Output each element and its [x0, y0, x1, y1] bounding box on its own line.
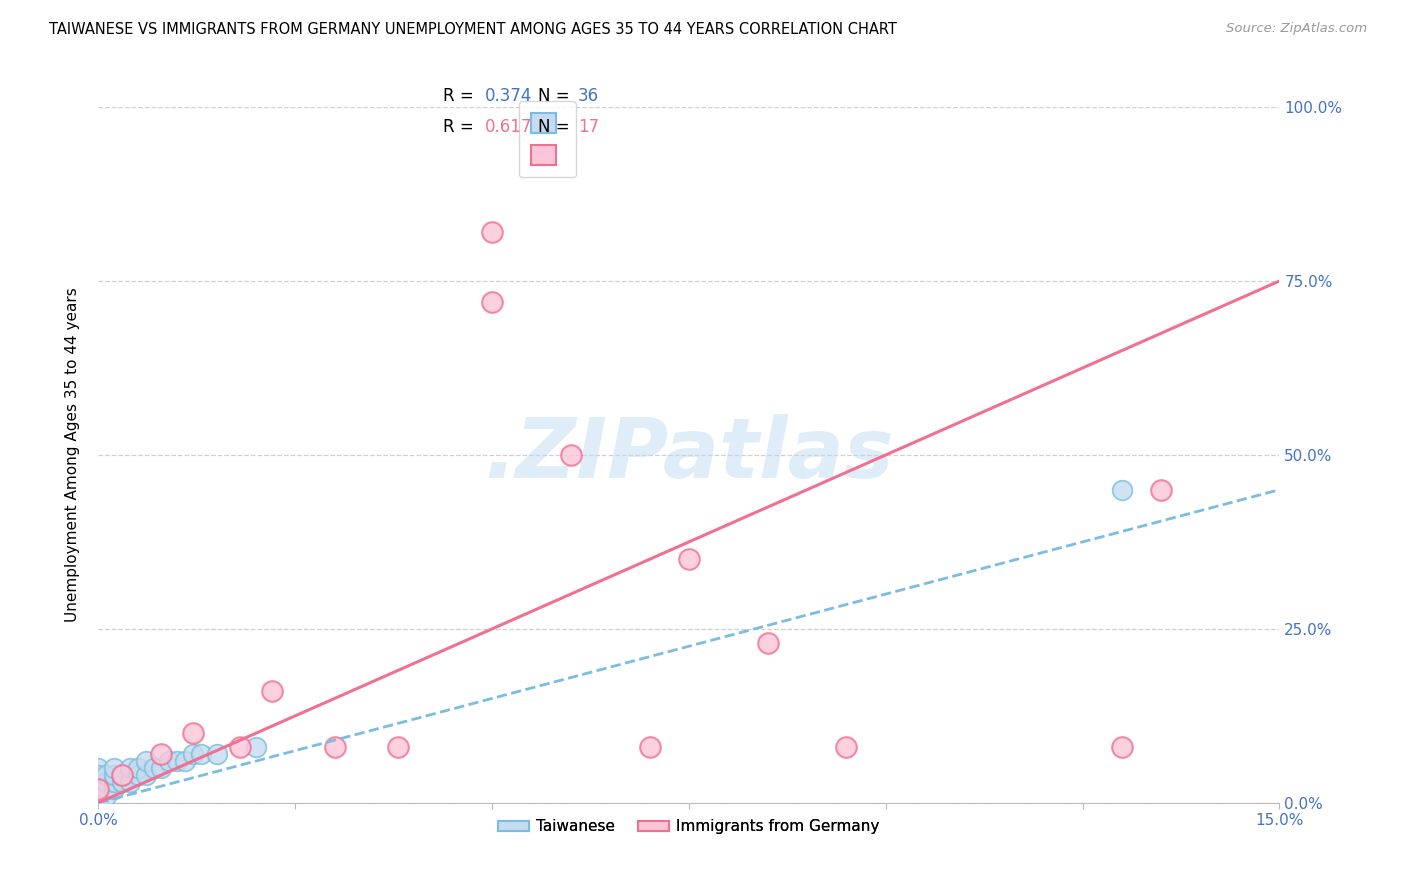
- Point: [87, 768, 110, 782]
- Point: [1111, 740, 1133, 755]
- Text: N =: N =: [538, 87, 575, 105]
- Text: 36: 36: [578, 87, 599, 105]
- Point: [323, 740, 346, 755]
- Point: [87, 781, 110, 796]
- Point: [174, 754, 197, 768]
- Point: [150, 747, 173, 761]
- Text: .ZIPatlas: .ZIPatlas: [484, 415, 894, 495]
- Legend: Taiwanese, Immigrants from Germany: Taiwanese, Immigrants from Germany: [492, 814, 886, 840]
- Point: [150, 761, 173, 775]
- Point: [229, 740, 252, 755]
- Point: [87, 775, 110, 789]
- Point: [481, 225, 503, 239]
- Point: [87, 768, 110, 782]
- Point: [103, 775, 125, 789]
- Point: [1111, 483, 1133, 497]
- Point: [103, 781, 125, 796]
- Point: [87, 789, 110, 803]
- Text: Source: ZipAtlas.com: Source: ZipAtlas.com: [1226, 22, 1367, 36]
- Text: TAIWANESE VS IMMIGRANTS FROM GERMANY UNEMPLOYMENT AMONG AGES 35 TO 44 YEARS CORR: TAIWANESE VS IMMIGRANTS FROM GERMANY UNE…: [49, 22, 897, 37]
- Point: [638, 740, 661, 755]
- Text: 17: 17: [578, 118, 599, 136]
- Point: [87, 781, 110, 796]
- Point: [87, 789, 110, 803]
- Point: [118, 761, 141, 775]
- Point: [142, 761, 165, 775]
- Text: R =: R =: [443, 118, 479, 136]
- Point: [103, 768, 125, 782]
- Point: [111, 768, 134, 782]
- Point: [560, 448, 582, 462]
- Point: [260, 684, 283, 698]
- Point: [96, 768, 118, 782]
- Point: [87, 781, 110, 796]
- Point: [835, 740, 858, 755]
- Point: [111, 775, 134, 789]
- Point: [481, 294, 503, 309]
- Point: [103, 761, 125, 775]
- Point: [166, 754, 188, 768]
- Point: [118, 775, 141, 789]
- Point: [87, 775, 110, 789]
- Point: [96, 775, 118, 789]
- Point: [96, 789, 118, 803]
- Point: [387, 740, 409, 755]
- Point: [157, 754, 180, 768]
- Point: [245, 740, 267, 755]
- Point: [87, 761, 110, 775]
- Point: [190, 747, 212, 761]
- Point: [135, 768, 157, 782]
- Point: [127, 761, 149, 775]
- Point: [205, 747, 228, 761]
- Text: R =: R =: [443, 87, 479, 105]
- Point: [87, 796, 110, 810]
- Point: [1150, 483, 1173, 497]
- Point: [678, 552, 700, 566]
- Point: [127, 768, 149, 782]
- Text: N =: N =: [538, 118, 575, 136]
- Point: [135, 754, 157, 768]
- Point: [96, 781, 118, 796]
- Y-axis label: Unemployment Among Ages 35 to 44 years: Unemployment Among Ages 35 to 44 years: [65, 287, 80, 623]
- Point: [756, 636, 779, 650]
- Text: 0.617: 0.617: [485, 118, 533, 136]
- Point: [181, 726, 204, 740]
- Point: [111, 768, 134, 782]
- Point: [181, 747, 204, 761]
- Text: 0.374: 0.374: [485, 87, 533, 105]
